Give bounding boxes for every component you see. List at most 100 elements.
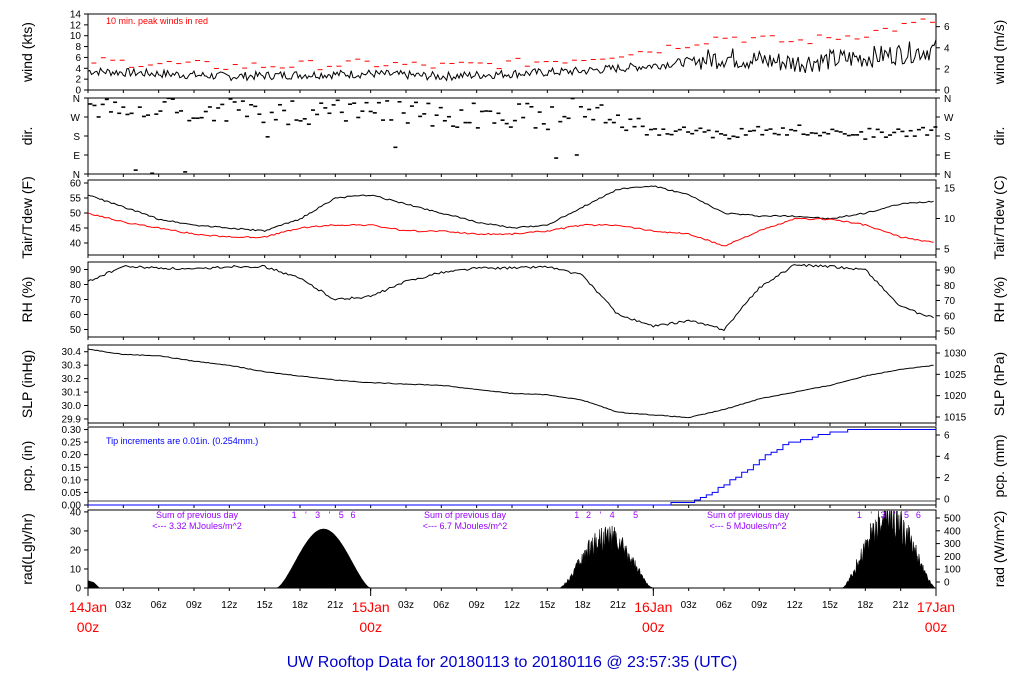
dir-frame [87, 97, 937, 175]
x-hour-label: 15z [257, 600, 273, 611]
y-tick-label: 50 [70, 209, 82, 220]
x-day-label: 16Jan [634, 599, 672, 615]
temp-series-Tdew [87, 212, 934, 247]
rad-note-line2: <--- 3.32 MJoules/m^2 [152, 521, 242, 531]
y-tick-label: 12 [70, 20, 82, 31]
rh-ylabel-right: RH (%) [991, 277, 1007, 323]
y-tick-label-right: 200 [944, 552, 961, 563]
x-day-label: 17Jan [917, 599, 955, 615]
slp-ylabel: SLP (inHg) [19, 350, 35, 418]
x-day-label: 14Jan [69, 599, 107, 615]
rad-mark: 6 [916, 510, 921, 520]
rad-note-line2: <--- 5 MJoules/m^2 [710, 521, 787, 531]
y-tick-label: 30.4 [62, 347, 82, 358]
y-tick-label-right: 0 [944, 86, 950, 97]
x-day-hour: 00z [642, 619, 665, 635]
y-tick-label: 4 [75, 64, 81, 75]
rad-mark: 1 [574, 510, 579, 520]
x-hour-label: 03z [115, 600, 131, 611]
y-tick-label: 29.9 [62, 414, 82, 425]
y-tick-label-right: W [944, 113, 954, 124]
y-tick-label-right: 1025 [944, 370, 967, 381]
x-day-hour: 00z [925, 619, 948, 635]
y-tick-label-right: N [944, 170, 951, 181]
dir-ylabel: dir. [19, 127, 35, 146]
x-hour-label: 06z [151, 600, 167, 611]
rh-frame [87, 261, 937, 338]
y-tick-label: 0.05 [62, 488, 82, 499]
x-day-hour: 00z [77, 619, 100, 635]
rad-mark: 1 [857, 510, 862, 520]
y-tick-label: 70 [70, 295, 82, 306]
x-hour-label: 06z [433, 600, 449, 611]
rad-mark: 3 [315, 510, 320, 520]
rad-mark: ' [870, 510, 872, 520]
y-tick-label-right: 15 [944, 184, 956, 195]
y-tick-label: 0.15 [62, 463, 82, 474]
x-hour-label: 03z [681, 600, 697, 611]
y-tick-label: N [73, 170, 80, 181]
y-tick-label: 10 [70, 564, 82, 575]
temp-ylabel-right: Tair/Tdew (C) [991, 175, 1007, 259]
y-tick-label-right: 1030 [944, 349, 967, 360]
rad-note-line2: <--- 6.7 MJoules/m^2 [423, 521, 508, 531]
x-day-hour: 00z [359, 619, 382, 635]
y-tick-label: 0.25 [62, 438, 82, 449]
y-tick-label-right: 90 [944, 266, 956, 277]
pcp-ylabel-right: pcp. (mm) [991, 435, 1007, 498]
y-tick-label: 14 [70, 10, 82, 21]
y-tick-label-right: S [944, 132, 951, 143]
rad-mark: ' [894, 510, 896, 520]
rad-ylabel-right: rad (W/m^2) [991, 511, 1007, 588]
y-tick-label: S [73, 132, 80, 143]
rad-note-line1: Sum of previous day [156, 510, 239, 520]
rad-area-day [841, 510, 937, 589]
x-hour-label: 18z [575, 600, 591, 611]
rad-area-start [88, 580, 100, 588]
y-tick-label: 90 [70, 265, 82, 276]
y-tick-label: 40 [70, 507, 82, 518]
y-tick-label: 0.00 [62, 501, 82, 512]
y-tick-label-right: 0 [944, 495, 950, 506]
rad-mark: 3 [880, 510, 885, 520]
x-hour-label: 09z [186, 600, 202, 611]
y-tick-label: 0 [75, 584, 81, 595]
y-tick-label: 55 [70, 194, 82, 205]
wind-ylabel: wind (kts) [19, 22, 35, 83]
y-tick-label: 30.3 [62, 361, 82, 372]
rad-mark: 5 [904, 510, 909, 520]
y-tick-label-right: 6 [944, 431, 950, 442]
y-tick-label: 6 [75, 53, 81, 64]
y-tick-label: 20 [70, 545, 82, 556]
dir-ylabel-right: dir. [991, 127, 1007, 146]
rad-mark: 1 [292, 510, 297, 520]
pcp-series-line [88, 429, 936, 506]
y-tick-label-right: 4 [944, 43, 950, 54]
rad-mark: ' [599, 510, 601, 520]
rad-mark: ' [329, 510, 331, 520]
y-tick-label-right: 100 [944, 565, 961, 576]
wind-frame [87, 13, 937, 91]
y-tick-label: 30 [70, 526, 82, 537]
y-tick-label-right: 1020 [944, 391, 967, 402]
x-hour-label: 18z [857, 600, 873, 611]
wind-annotation: 10 min. peak winds in red [106, 16, 208, 26]
y-tick-label-right: 6 [944, 22, 950, 33]
y-tick-label: 2 [75, 75, 81, 86]
y-tick-label: 30.1 [62, 388, 82, 399]
x-hour-label: 15z [822, 600, 838, 611]
rad-ylabel: rad(Lgly/hr) [19, 513, 35, 585]
y-tick-label: 50 [70, 325, 82, 336]
y-tick-label-right: 1015 [944, 413, 967, 424]
y-tick-label-right: 70 [944, 296, 956, 307]
rh-series-RH [87, 263, 934, 332]
x-hour-label: 21z [893, 600, 909, 611]
y-tick-label-right: 10 [944, 214, 956, 225]
y-tick-label: 60 [70, 179, 82, 190]
rh-ylabel: RH (%) [19, 277, 35, 323]
slp-ylabel-right: SLP (hPa) [991, 352, 1007, 416]
rad-mark: 5 [633, 510, 638, 520]
y-tick-label: 30.0 [62, 401, 82, 412]
y-tick-label: 10 [70, 31, 82, 42]
